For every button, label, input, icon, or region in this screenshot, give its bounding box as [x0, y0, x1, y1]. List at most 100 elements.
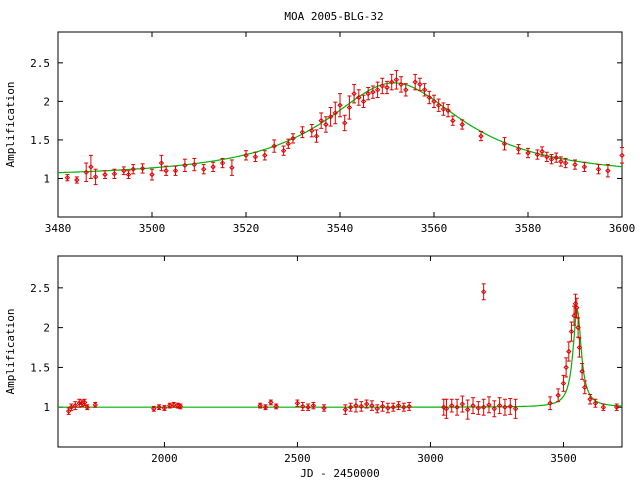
data-point	[374, 81, 381, 99]
x-axis-label: JD - 2450000	[300, 467, 379, 480]
data-marker	[390, 404, 396, 410]
data-marker	[572, 161, 578, 168]
data-point	[576, 337, 583, 358]
data-marker	[92, 174, 99, 180]
data-marker	[571, 312, 577, 319]
data-marker	[210, 164, 216, 170]
data-point	[252, 151, 259, 162]
data-marker	[163, 168, 169, 174]
data-point	[262, 404, 269, 411]
data-marker	[560, 380, 567, 387]
data-point	[587, 393, 593, 405]
data-point	[257, 402, 263, 409]
data-marker	[365, 90, 371, 97]
data-marker	[401, 404, 407, 410]
x-tick-label: 3560	[421, 222, 448, 235]
y-tick-label: 2	[43, 322, 50, 335]
data-marker	[262, 404, 269, 410]
data-marker	[515, 146, 522, 152]
data-marker	[379, 83, 386, 89]
data-marker	[374, 406, 380, 412]
x-tick-label: 3520	[233, 222, 260, 235]
data-point	[360, 94, 367, 109]
data-marker	[512, 406, 519, 412]
data-marker	[363, 401, 370, 407]
data-marker	[475, 405, 482, 411]
data-point	[384, 80, 390, 95]
data-marker	[347, 404, 354, 410]
data-marker	[435, 102, 442, 108]
data-marker	[219, 160, 226, 166]
data-point	[406, 401, 412, 411]
data-point	[210, 161, 216, 173]
data-point	[353, 398, 359, 413]
data-point	[139, 163, 146, 174]
data-marker	[582, 384, 588, 391]
data-marker	[300, 403, 306, 410]
data-marker	[332, 110, 339, 116]
data-point	[478, 130, 484, 142]
data-point	[290, 133, 296, 144]
data-point	[158, 154, 165, 172]
data-point	[385, 402, 391, 414]
data-marker	[445, 107, 451, 114]
data-point	[440, 102, 447, 116]
data-marker	[403, 87, 409, 93]
data-marker	[406, 403, 412, 410]
data-marker	[81, 399, 88, 406]
data-marker	[280, 148, 287, 154]
data-marker	[285, 141, 292, 147]
data-point	[401, 402, 407, 412]
top-panel: 1 1.5 2 2.5 3480 3500 3520 3540 3560 3580 3600 Ampl…	[4, 31, 635, 235]
data-point	[327, 107, 334, 127]
data-marker	[191, 161, 198, 168]
data-marker	[342, 406, 349, 413]
data-point	[72, 401, 78, 411]
data-point	[449, 398, 455, 413]
data-marker	[454, 404, 460, 410]
data-marker	[271, 143, 277, 149]
data-marker	[321, 405, 327, 411]
x-tick-label: 3480	[45, 222, 72, 235]
data-marker	[502, 404, 508, 410]
data-marker	[595, 166, 602, 172]
data-marker	[544, 154, 550, 160]
data-marker	[111, 171, 118, 177]
data-marker	[299, 129, 306, 135]
data-point	[374, 404, 380, 414]
data-marker	[360, 98, 367, 105]
data-marker	[417, 81, 423, 88]
data-marker	[440, 106, 447, 112]
data-marker	[149, 171, 155, 178]
data-point	[111, 168, 118, 179]
y-tick-label: 1	[43, 401, 50, 414]
data-marker	[581, 164, 588, 170]
data-marker	[88, 164, 94, 170]
data-point	[486, 396, 492, 414]
y-axis-label: Amplification	[4, 81, 17, 167]
y-tick-label: 1	[43, 172, 50, 185]
data-point	[347, 402, 354, 412]
data-point	[363, 399, 370, 409]
data-point	[356, 89, 362, 106]
data-point	[300, 401, 306, 411]
data-point	[280, 145, 287, 156]
data-marker	[412, 79, 418, 85]
data-point	[64, 174, 71, 182]
data-marker	[398, 81, 404, 88]
data-point	[515, 144, 522, 155]
data-point	[435, 98, 442, 112]
data-marker	[388, 79, 395, 85]
data-point	[182, 158, 188, 173]
data-marker	[121, 168, 127, 174]
data-marker	[539, 148, 545, 155]
data-point	[81, 398, 88, 407]
data-point	[151, 405, 157, 412]
data-point	[65, 407, 72, 415]
data-point	[412, 73, 418, 91]
x-tick-label: 3000	[417, 452, 444, 465]
data-marker	[200, 166, 207, 172]
data-point	[555, 388, 561, 403]
data-point	[619, 147, 625, 164]
data-point	[149, 168, 155, 181]
